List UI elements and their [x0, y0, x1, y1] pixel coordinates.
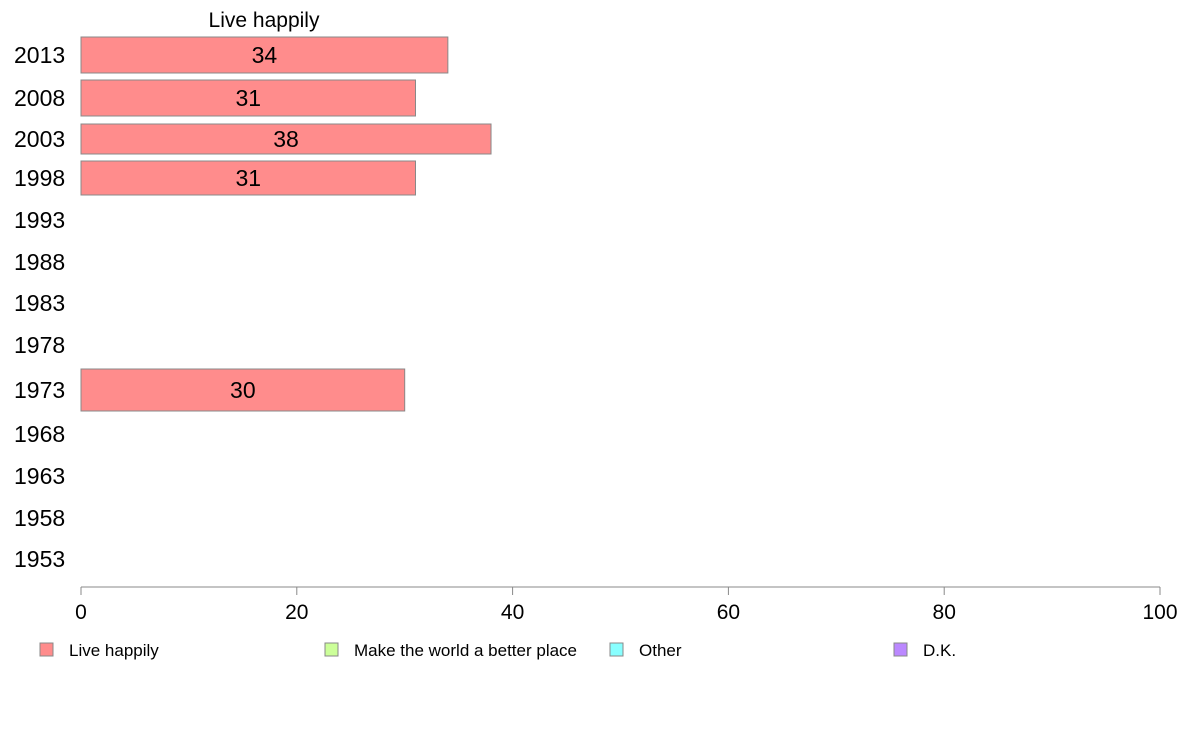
- bar-label-2013: 34: [252, 42, 278, 68]
- y-tick-label-1983: 1983: [14, 290, 65, 316]
- legend-label-make-the-world-a-better-place: Make the world a better place: [354, 641, 577, 660]
- y-tick-label-1988: 1988: [14, 249, 65, 275]
- bar-2013: [80, 36, 449, 74]
- y-tick-label-1963: 1963: [14, 463, 65, 489]
- legend: Live happily Make the world a better plac…: [39, 641, 956, 660]
- bar-2008: [80, 79, 416, 117]
- y-tick-label-2008: 2008: [14, 85, 65, 111]
- legend-label-other: Other: [639, 641, 682, 660]
- x-tick-label-40: 40: [501, 601, 524, 624]
- y-tick-label-1973: 1973: [14, 377, 65, 403]
- bar-label-2008: 31: [235, 85, 261, 111]
- y-axis-ticks: 2013 2008 2003 1998 1993 1988 1983 1978 1973 1968…: [14, 42, 65, 572]
- bar-label-2003: 38: [273, 126, 299, 152]
- bar-1998: [80, 160, 416, 196]
- chart-title: Live happily: [209, 9, 320, 32]
- y-tick-label-2013: 2013: [14, 42, 65, 68]
- y-tick-label-1958: 1958: [14, 505, 65, 531]
- bar-label-1973: 30: [230, 377, 256, 403]
- legend-swatch-make-the-world-a-better-place: [324, 642, 339, 657]
- bar-label-1998: 31: [235, 165, 261, 191]
- bars-group: [80, 36, 492, 412]
- legend-swatch-d-k: [893, 642, 908, 657]
- legend-swatch-other: [609, 642, 624, 657]
- y-tick-label-1993: 1993: [14, 207, 65, 233]
- legend-swatch-live-happily: [39, 642, 54, 657]
- legend-label-d-k: D.K.: [923, 641, 956, 660]
- y-tick-label-1998: 1998: [14, 165, 65, 191]
- x-tick-label-80: 80: [933, 601, 956, 624]
- x-axis: 0 20 40 60 80 100: [75, 586, 1178, 624]
- legend-label-live-happily: Live happily: [69, 641, 159, 660]
- y-tick-label-2003: 2003: [14, 126, 65, 152]
- x-tick-label-20: 20: [285, 601, 308, 624]
- x-tick-label-60: 60: [717, 601, 740, 624]
- bar-labels-group: 34 31 38 31 30: [230, 42, 299, 403]
- bar-1973: [80, 368, 406, 412]
- x-tick-label-0: 0: [75, 601, 87, 624]
- bar-2003: [80, 123, 492, 155]
- y-tick-label-1968: 1968: [14, 421, 65, 447]
- y-tick-label-1978: 1978: [14, 332, 65, 358]
- y-tick-label-1953: 1953: [14, 546, 65, 572]
- x-tick-label-100: 100: [1142, 601, 1177, 624]
